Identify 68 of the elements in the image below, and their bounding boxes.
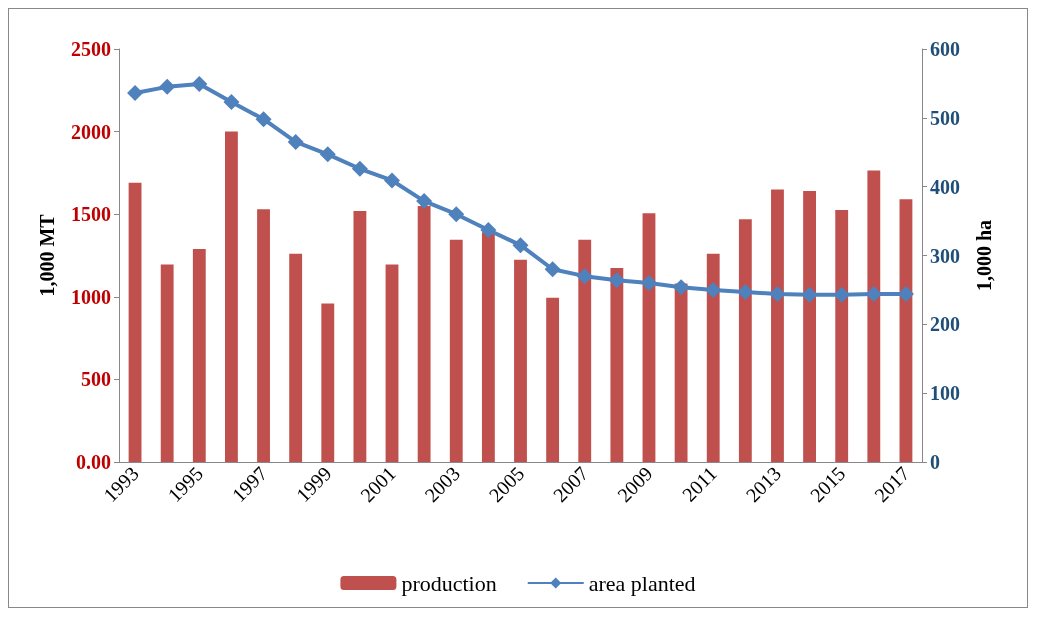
bar — [771, 189, 784, 462]
point — [287, 133, 304, 150]
point — [416, 193, 433, 210]
y2-tick-label: 600 — [930, 38, 960, 60]
y-tick-label: 2000 — [71, 120, 111, 143]
legend-label: area planted — [588, 570, 696, 596]
bar — [353, 210, 367, 462]
point — [576, 268, 593, 285]
y-axis-title: 1,000 MT — [36, 213, 58, 297]
point — [384, 172, 401, 189]
point — [544, 261, 561, 278]
y-tick-label: 0.00 — [76, 451, 111, 473]
bar — [417, 205, 431, 462]
y-tick-label: 500 — [81, 368, 111, 391]
point — [865, 286, 882, 303]
y2-axis-title: 1,000 ha — [973, 219, 995, 292]
legend-label: production — [401, 570, 497, 596]
bar — [578, 239, 592, 462]
bar — [128, 182, 142, 462]
point — [769, 286, 786, 303]
bar — [385, 264, 399, 462]
bar — [514, 259, 527, 462]
bar — [546, 297, 560, 462]
point — [673, 279, 690, 296]
bar — [835, 210, 849, 462]
y2-tick-label: 100 — [930, 382, 960, 405]
y-tick-label: 2500 — [71, 38, 111, 60]
bar — [257, 209, 270, 462]
y2-tick-label: 0 — [930, 451, 940, 473]
point — [480, 222, 497, 239]
bar — [899, 199, 913, 462]
bar — [803, 191, 816, 462]
point — [608, 272, 625, 289]
point — [705, 281, 722, 298]
y-tick-label: 1000 — [71, 285, 111, 308]
bar — [867, 170, 881, 462]
x-tick-label: 1999 — [291, 462, 336, 507]
bar — [674, 283, 688, 462]
point — [512, 237, 529, 254]
y2-tick-label: 400 — [930, 175, 960, 198]
point — [127, 85, 144, 102]
bar — [225, 131, 238, 462]
bar — [642, 213, 656, 462]
point — [191, 76, 208, 93]
point — [223, 94, 240, 110]
bar — [289, 253, 303, 462]
x-tick-label: 2011 — [677, 462, 721, 506]
bar — [610, 267, 624, 462]
bar — [160, 264, 174, 462]
bar — [481, 232, 495, 462]
bar — [738, 219, 752, 462]
point — [833, 286, 850, 303]
y2-tick-label: 500 — [930, 106, 960, 129]
point — [255, 111, 272, 128]
point — [801, 286, 818, 303]
point — [737, 283, 754, 300]
point — [351, 160, 368, 177]
y2-tick-label: 300 — [930, 244, 960, 267]
point — [640, 275, 657, 292]
bar — [321, 303, 335, 462]
bar — [449, 239, 463, 462]
y2-tick-label: 200 — [930, 313, 960, 336]
point — [448, 206, 465, 223]
y-tick-label: 1500 — [71, 203, 111, 226]
point — [319, 146, 336, 163]
bar — [706, 253, 720, 462]
bar — [192, 248, 206, 462]
point — [159, 78, 176, 95]
